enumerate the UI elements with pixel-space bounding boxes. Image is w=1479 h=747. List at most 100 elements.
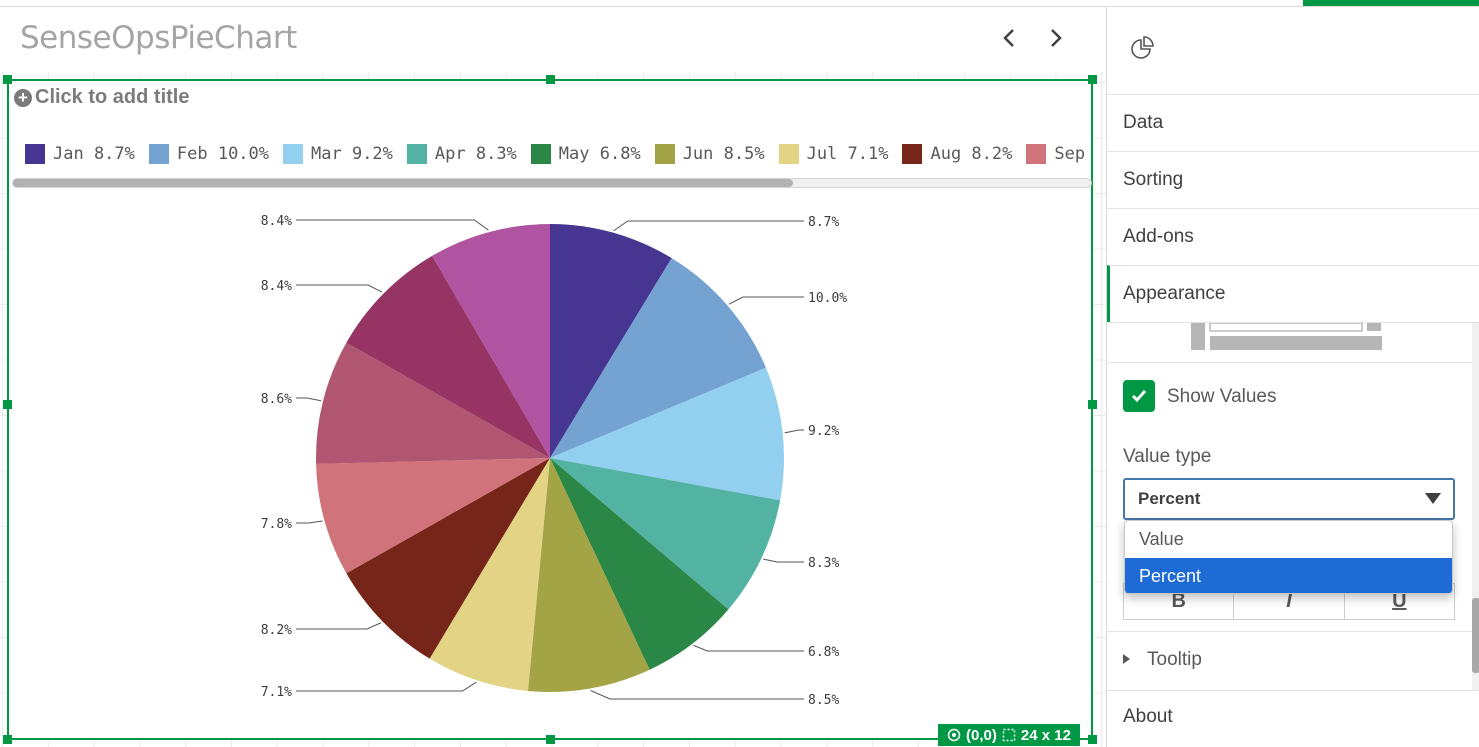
legend-label: Jan 8.7% [53,144,135,164]
chart-title-placeholder[interactable]: + Click to add title [14,86,189,109]
pie-value-label: 9.2% [808,424,839,439]
legend-item-jan[interactable]: Jan 8.7% [25,141,135,167]
underline-button[interactable]: U [1392,590,1407,612]
legend-swatch [654,144,675,164]
pie-value-label: 8.6% [261,392,292,407]
legend-swatch [25,144,45,164]
pie-chart-svg: 8.7% 10.0% 9.2% 8.3% 6.8% 8.5% 7.1% 8.2% 7.8% 8.6… [261,214,848,708]
pie-value-label: 8.4% [261,214,292,229]
legend-item-jun[interactable]: Jun 8.5% [654,141,765,167]
expand-caret-icon [1123,654,1130,664]
section-about[interactable]: About [1107,690,1479,743]
resize-handle[interactable] [3,735,12,744]
pie-slice-jun[interactable] [527,458,650,692]
sheet-title: SenseOpsPieChart [20,20,297,56]
edit-mode-accent [1303,0,1479,6]
legend-item-feb[interactable]: Feb 10.0% [148,141,270,167]
pie-value-label: 8.5% [808,693,839,708]
value-type-select[interactable]: Percent [1123,478,1455,520]
pie-value-label: 7.1% [261,685,292,700]
show-values-checkbox[interactable] [1123,380,1155,412]
grid-position: (0,0) [966,726,997,744]
pie-slice-oct[interactable] [316,342,550,464]
chart-legend: Jan 8.7% Feb 10.0% Mar 9.2% Apr 8.3% May 6.8… [25,141,1091,167]
pie-label-leader [693,644,804,652]
legend-label: May 6.8% [558,144,641,164]
pie-slice-nov[interactable] [346,255,550,458]
pie-value-label: 8.4% [261,279,292,294]
bold-button[interactable]: B [1124,584,1235,619]
resize-handle[interactable] [546,75,555,84]
top-toolbar-strip [0,0,1479,7]
next-sheet-icon[interactable] [1041,22,1071,54]
pie-slice-jan[interactable] [550,224,672,458]
section-appearance[interactable]: Appearance [1107,265,1479,322]
pie-slice-feb[interactable] [550,258,766,458]
pie-slice-mar[interactable] [550,367,784,501]
resize-handle[interactable] [3,400,12,409]
resize-handle[interactable] [546,735,555,744]
legend-swatch [1026,144,1047,164]
resize-handle[interactable] [3,75,12,84]
legend-item-sep[interactable]: Sep 7.8% [1026,141,1091,167]
legend-label: Feb 10.0% [176,144,270,164]
checkmark-icon [1131,390,1147,403]
target-icon [947,728,961,742]
previous-sheet-icon[interactable] [994,22,1024,54]
grid-size-badge: (0,0) 24 x 12 [938,724,1080,746]
show-values-label: Show Values [1167,386,1277,407]
grid-size: 24 x 12 [1020,726,1071,744]
pie-label-leader [296,397,322,402]
legend-item-jul[interactable]: Jul 7.1% [778,141,888,167]
value-type-dropdown: Value Percent [1124,520,1453,594]
legend-item-aug[interactable]: Aug 8.2% [902,141,1012,167]
pie-slice-sep[interactable] [316,458,550,574]
legend-scrollbar[interactable] [12,178,1092,188]
pie-value-label: 6.8% [808,645,839,660]
legend-item-mar[interactable]: Mar 9.2% [283,141,393,167]
legend-swatch [530,144,551,164]
pie-value-label: 10.0% [808,291,847,306]
section-sorting[interactable]: Sorting [1107,151,1479,208]
legend-swatch [406,144,427,164]
section-tooltip[interactable]: Tooltip [1107,631,1479,688]
divider [1107,362,1479,363]
dropdown-caret-icon [1425,493,1441,504]
italic-button[interactable]: I [1234,584,1345,619]
pie-label-leader [784,429,804,434]
pie-label-leader [296,681,477,692]
resize-handle[interactable] [1088,735,1097,744]
section-add-ons[interactable]: Add-ons [1107,208,1479,265]
pie-slice-dec[interactable] [432,224,550,458]
value-type-label: Value type [1123,446,1212,467]
pie-value-label: 7.8% [261,517,292,532]
option-value[interactable]: Value [1139,529,1184,549]
tooltip-label: Tooltip [1147,649,1202,670]
pie-slice-may[interactable] [550,458,729,670]
pie-label-leader [296,284,383,293]
panel-scroll-thumb[interactable] [1472,598,1479,673]
legend-label: Apr 8.3% [434,144,517,164]
legend-label: Sep 7.8% [1054,144,1091,164]
resize-icon [1002,728,1016,742]
resize-handle[interactable] [1088,75,1097,84]
pie-slice-apr[interactable] [550,458,781,610]
pie-label-leader [296,622,382,630]
panel-scrollbar[interactable] [1472,323,1479,703]
presentation-style-thumbnail [1191,323,1382,350]
option-percent[interactable]: Percent [1125,558,1452,593]
add-title-icon: + [14,88,32,107]
pie-slice-jul[interactable] [429,458,550,691]
pie-value-label: 8.2% [261,623,292,638]
pie-slice-aug[interactable] [346,458,550,659]
pie-label-leader [296,219,489,231]
pie-value-label: 8.3% [808,556,839,571]
legend-swatch [902,144,923,164]
section-data[interactable]: Data [1107,94,1479,151]
legend-item-apr[interactable]: Apr 8.3% [406,141,517,167]
legend-item-may[interactable]: May 6.8% [530,141,641,167]
resize-handle[interactable] [1088,400,1097,409]
legend-scroll-thumb[interactable] [13,179,793,187]
pie-label-leader [728,296,804,305]
